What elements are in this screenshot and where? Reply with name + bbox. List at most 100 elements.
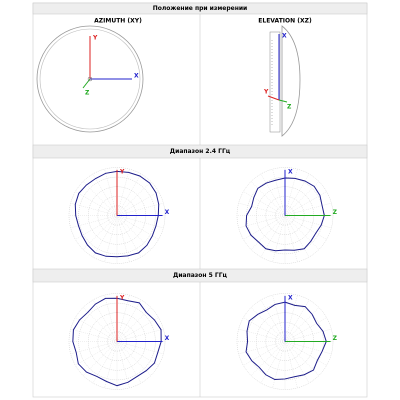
position-title: AZIMUTH (XY) <box>94 18 142 25</box>
spoke <box>260 299 286 342</box>
elevation-sketch <box>267 25 301 137</box>
axis-label: Y <box>263 89 269 96</box>
band-title: Диапазон 5 ГГц <box>173 272 228 279</box>
spoke <box>116 191 159 216</box>
spoke <box>243 191 286 216</box>
axis-label: Y <box>119 294 125 301</box>
spoke <box>70 341 118 355</box>
spoke <box>238 202 286 216</box>
axis-label: Z <box>333 209 338 216</box>
spoke <box>284 328 332 342</box>
polar-plot: XY <box>68 293 170 390</box>
spoke <box>284 169 298 216</box>
spoke <box>260 173 286 216</box>
spoke <box>272 215 286 262</box>
header-title: Положение при измерении <box>153 5 248 12</box>
spoke <box>116 328 164 342</box>
spoke <box>243 317 286 342</box>
axis-label: X <box>288 168 293 175</box>
spoke <box>104 295 118 342</box>
spoke <box>104 215 118 262</box>
ring <box>236 293 334 390</box>
spoke <box>284 307 320 342</box>
axis-label: Z <box>287 104 292 111</box>
axis-label: X <box>165 209 170 216</box>
axis-label: Z <box>85 90 90 97</box>
spoke <box>284 341 327 366</box>
axis-label: Y <box>92 35 98 42</box>
spoke <box>284 215 320 250</box>
ring <box>68 167 166 264</box>
axis-label: X <box>288 294 293 301</box>
spoke <box>70 202 118 216</box>
spoke <box>284 215 310 258</box>
spoke <box>75 191 118 216</box>
spoke <box>70 215 118 229</box>
spoke <box>272 295 286 342</box>
spoke <box>284 173 310 216</box>
azimuth-sketch <box>36 25 144 133</box>
band-title: Диапазон 2.4 ГГц <box>170 148 231 155</box>
position-title: ELEVATION (XZ) <box>258 18 312 25</box>
spoke <box>116 215 142 258</box>
spoke <box>116 295 130 342</box>
spoke <box>260 341 286 384</box>
spoke <box>116 181 152 216</box>
pattern <box>74 170 160 258</box>
spoke <box>284 317 327 342</box>
spoke <box>104 341 118 388</box>
spoke <box>82 341 118 376</box>
spoke <box>75 317 118 342</box>
spoke <box>92 215 118 258</box>
spoke <box>82 181 118 216</box>
spoke <box>116 173 142 216</box>
spoke <box>116 169 130 216</box>
spoke <box>238 328 286 342</box>
spoke <box>116 215 159 240</box>
spoke <box>284 215 332 229</box>
spoke <box>243 215 286 240</box>
spoke <box>116 341 152 376</box>
axis-label: Y <box>119 168 125 175</box>
spoke <box>116 215 152 250</box>
spoke <box>116 202 164 216</box>
spoke <box>92 173 118 216</box>
spoke <box>116 341 130 388</box>
spoke <box>284 215 327 240</box>
spoke <box>82 215 118 250</box>
spoke <box>116 341 159 366</box>
spoke <box>92 299 118 342</box>
pattern <box>245 177 325 252</box>
spoke <box>284 215 298 262</box>
spoke <box>75 341 118 366</box>
spoke <box>272 169 286 216</box>
spoke <box>250 307 286 342</box>
spoke <box>284 295 298 342</box>
spoke <box>250 181 286 216</box>
axis-label: X <box>165 335 170 342</box>
spoke <box>104 169 118 216</box>
ring <box>236 167 334 264</box>
spoke <box>243 341 286 366</box>
spoke <box>272 341 286 388</box>
spoke <box>284 181 320 216</box>
spoke <box>250 341 286 376</box>
axis-label: Z <box>333 335 338 342</box>
spoke <box>70 328 118 342</box>
polar-plot: XY <box>68 167 170 264</box>
spoke <box>116 307 152 342</box>
spoke <box>116 215 130 262</box>
spoke <box>82 307 118 342</box>
spoke <box>116 341 164 355</box>
ring <box>68 293 166 390</box>
spoke <box>116 299 142 342</box>
polar-plot: ZX <box>236 293 338 390</box>
pattern <box>245 301 327 381</box>
axis-label: X <box>134 73 139 80</box>
spoke <box>260 215 286 258</box>
polar-plot: ZX <box>236 167 338 264</box>
pattern <box>72 297 162 387</box>
spoke <box>284 202 332 216</box>
